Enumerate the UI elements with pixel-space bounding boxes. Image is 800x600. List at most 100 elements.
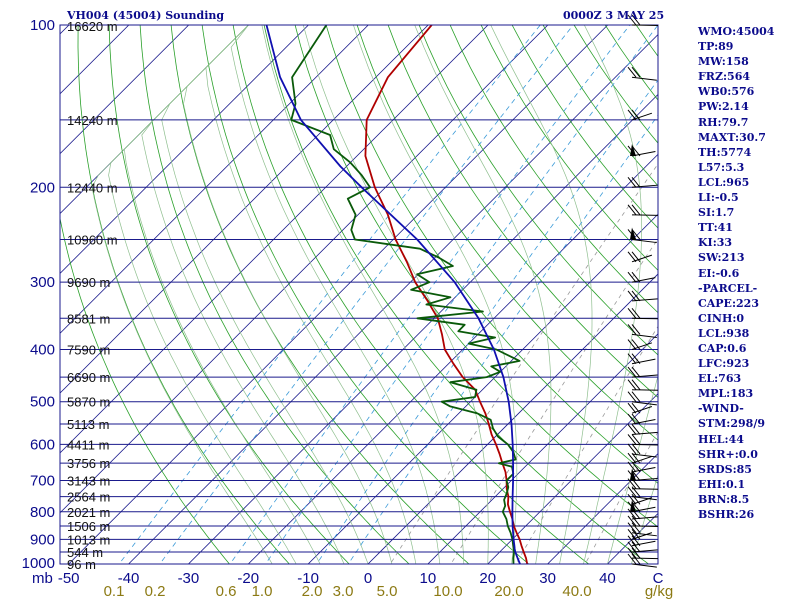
pressure-label: 600 — [30, 436, 55, 453]
temperature-tick-label: 40 — [599, 570, 616, 587]
temperature-tick-label: -50 — [58, 570, 80, 587]
axis-unit-mb: mb — [32, 570, 53, 587]
temperature-tick-label: 0 — [364, 570, 372, 587]
wind-barb — [627, 251, 653, 263]
moist-adiabat — [230, 25, 441, 564]
mixing-ratio-line — [118, 25, 541, 564]
dry-adiabat — [201, 25, 530, 564]
index-item: EI:-0.6 — [698, 266, 740, 280]
height-label: 7590 m — [67, 343, 110, 358]
pressure-label: 800 — [30, 504, 55, 521]
pressure-label: 200 — [30, 179, 55, 196]
wind-barb — [627, 541, 658, 553]
index-item: SHR+:0.0 — [698, 447, 758, 461]
height-label: 5870 m — [67, 395, 110, 410]
wind-barb — [627, 271, 656, 283]
index-item: SW:213 — [698, 251, 745, 265]
mixing-ratio-tick-label: 0.1 — [104, 583, 125, 600]
mixing-ratio-tick-label: 0.2 — [145, 583, 166, 600]
wind-barb — [627, 522, 657, 537]
mixing-ratio-tick-label: 20.0 — [494, 583, 523, 600]
isotherm-line — [247, 153, 658, 564]
height-label: 1013 m — [67, 532, 110, 547]
height-label: 12440 m — [67, 180, 118, 195]
plot-frame — [59, 24, 659, 565]
wind-barb — [627, 290, 658, 302]
index-item: EHI:0.1 — [698, 477, 746, 491]
moist-adiabat — [490, 25, 593, 564]
wind-barb — [627, 553, 657, 568]
pressure-label: 300 — [30, 274, 55, 291]
wind-barb — [627, 434, 658, 446]
index-item: TT:41 — [698, 221, 733, 235]
isotherm-line — [68, 25, 609, 564]
moist-adiabat — [261, 25, 465, 564]
index-item: MPL:183 — [698, 387, 754, 401]
index-item: MAXT:30.7 — [698, 130, 766, 144]
temperature-tick-label: -40 — [118, 570, 140, 587]
mixing-ratio-tick-label: g/kg — [645, 583, 673, 600]
moist-adiabat — [302, 25, 489, 564]
height-label: 3756 m — [67, 456, 110, 471]
index-item: KI:33 — [698, 236, 733, 250]
height-label: 544 m — [67, 545, 103, 560]
isotherm-line — [60, 25, 190, 155]
index-item: CAPE:223 — [698, 296, 759, 310]
isotherm-line — [367, 273, 658, 564]
wind-barb — [627, 227, 657, 244]
wind-barb — [627, 204, 658, 216]
index-item: RH:79.7 — [698, 115, 749, 129]
mixing-ratio-tick-label: 1.0 — [252, 583, 273, 600]
index-item: FRZ:564 — [698, 70, 751, 84]
temperature-tick-label: -10 — [297, 570, 319, 587]
temperature-tick-label: 20 — [479, 570, 496, 587]
sounding-time: 0000Z 3 MAY 25 — [563, 9, 665, 22]
index-item: BSHR:26 — [698, 508, 755, 521]
moist-adiabat — [161, 25, 369, 564]
wind-barb — [627, 109, 653, 121]
pressure-label: 700 — [30, 473, 55, 490]
temperature-tick-label: 10 — [420, 570, 437, 587]
isotherm-line — [60, 25, 549, 514]
mixing-ratio-line — [347, 114, 658, 564]
mixing-ratio-tick-label: 3.0 — [333, 583, 354, 600]
index-item: WB0:576 — [698, 85, 755, 99]
wind-barb — [627, 324, 657, 338]
pressure-label: 100 — [30, 17, 55, 34]
moist-adiabat — [414, 25, 552, 564]
index-item: CAP:0.6 — [698, 341, 747, 355]
parcel-line — [265, 25, 521, 564]
wind-barb — [627, 452, 653, 464]
isotherm-line — [60, 25, 369, 334]
pressure-label: 400 — [30, 342, 55, 359]
temperature-tick-label: 30 — [539, 570, 556, 587]
index-item: CINH:0 — [698, 311, 745, 325]
isotherm-line — [60, 25, 489, 454]
index-item: TP:89 — [698, 40, 734, 54]
moist-adiabat — [607, 374, 658, 564]
wind-barb — [627, 443, 657, 458]
height-label: 6690 m — [67, 370, 110, 385]
chart-title: VH004 (45004) Sounding — [67, 9, 225, 22]
height-label: 8581 m — [67, 311, 110, 326]
wind-barb — [627, 307, 658, 320]
height-label: 5113 m — [67, 417, 109, 432]
wind-barb — [627, 143, 656, 157]
dry-adiabat — [170, 25, 470, 564]
wind-barb — [627, 499, 656, 513]
pressure-label: 900 — [30, 531, 55, 548]
index-item: HEL:44 — [698, 432, 744, 446]
mixing-ratio-tick-label: 0.6 — [216, 583, 237, 600]
mixing-ratio-line — [159, 25, 574, 564]
wind-barb — [627, 413, 656, 425]
height-label: 4411 m — [67, 437, 109, 452]
temperature-line — [364, 25, 530, 564]
wind-barb — [627, 14, 658, 27]
wind-barb — [627, 424, 658, 435]
index-item: LCL:965 — [698, 175, 750, 189]
height-label: 14240 m — [67, 113, 118, 128]
wind-barb — [627, 529, 653, 540]
index-item: L57:5.3 — [698, 160, 745, 174]
height-label: 3143 m — [67, 474, 110, 489]
moist-adiabat — [183, 25, 393, 564]
